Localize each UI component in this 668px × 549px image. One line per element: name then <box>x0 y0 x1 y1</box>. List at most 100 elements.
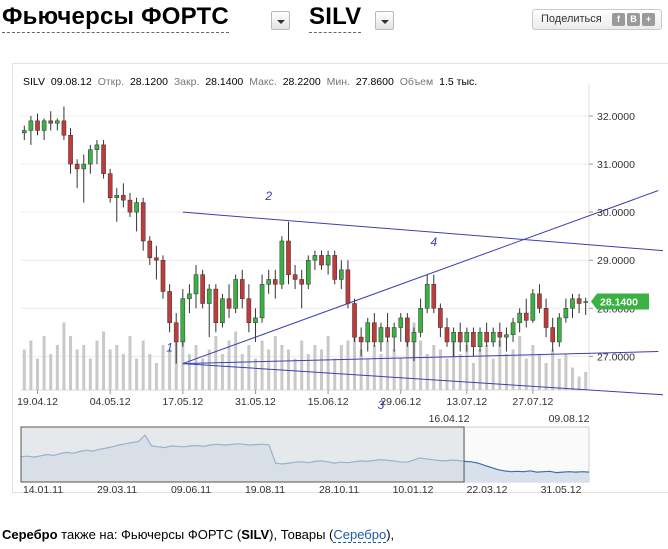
volume-bar <box>504 354 508 390</box>
candle-body <box>140 202 146 242</box>
grid <box>21 84 590 391</box>
candle-body <box>193 274 199 295</box>
volume-bar <box>280 345 284 390</box>
volume-bar <box>551 349 555 390</box>
volume-bar <box>353 331 357 390</box>
volume-bar <box>372 345 376 390</box>
volume-bar <box>75 349 79 390</box>
candle-body <box>213 288 219 323</box>
info-low-label: Мин. <box>327 76 350 88</box>
x-tick-label: 31.05.12 <box>235 396 276 408</box>
trendlines <box>182 190 664 396</box>
volume-bar <box>465 345 469 390</box>
trendline <box>182 351 659 365</box>
candle-body <box>537 293 542 309</box>
volume-bar <box>524 358 528 390</box>
candle-body <box>490 332 496 343</box>
x-tick-label: 15.06.12 <box>308 396 349 408</box>
volume-bar <box>181 327 185 390</box>
volume-bars <box>22 322 588 390</box>
exchange-dropdown-button[interactable] <box>271 11 290 30</box>
volume-bar <box>537 354 541 390</box>
volume-bar <box>240 354 244 390</box>
volume-bar <box>544 363 548 390</box>
navigator-tick-label: 31.05.12 <box>541 484 582 494</box>
footer-bold: Серебро <box>2 527 58 542</box>
range-start-label: 16.04.12 <box>429 413 470 425</box>
candle-body <box>385 327 390 338</box>
annotations: 1 2 3 4 <box>166 189 437 412</box>
annotation-label: 1 <box>166 341 173 355</box>
footer-link-silver[interactable]: Серебро <box>333 527 387 543</box>
volume-bar <box>399 358 403 390</box>
candle-body <box>405 317 410 343</box>
volume-bar <box>115 345 119 390</box>
share-button[interactable]: Поделиться f В + <box>532 9 662 30</box>
candle-body <box>107 173 113 198</box>
candle-body <box>239 279 245 299</box>
ticker-selector-label[interactable]: SILV <box>309 3 362 30</box>
candle-body <box>206 288 212 304</box>
volume-bar <box>326 336 330 390</box>
volume-bar <box>570 367 574 390</box>
candle-body <box>61 120 67 136</box>
info-open: 28.1200 <box>130 76 168 88</box>
volume-bar <box>121 354 125 390</box>
ticker-dropdown-button[interactable] <box>375 11 394 30</box>
candle-body <box>477 332 483 347</box>
volume-bar <box>267 349 271 390</box>
more-icon[interactable]: + <box>642 13 655 26</box>
volume-bar <box>471 363 475 390</box>
volume-bar <box>300 340 304 390</box>
candle-body <box>259 284 265 319</box>
candle-body <box>471 332 476 347</box>
volume-bar <box>445 358 449 390</box>
candle-body <box>543 308 549 328</box>
candle-body <box>306 259 311 285</box>
candle-body <box>101 144 106 174</box>
candle-body <box>378 327 384 343</box>
candle-body <box>35 120 40 131</box>
candle-body <box>398 317 404 328</box>
volume-bar <box>564 354 568 390</box>
volume-bar <box>346 340 350 390</box>
volume-bar <box>36 358 40 390</box>
candle-body <box>226 298 232 309</box>
volume-bar <box>108 349 112 390</box>
ticker-title: SILV <box>309 3 362 33</box>
y-axis: 32.000031.000030.000029.000028.000027.00… <box>589 111 635 363</box>
info-open-label: Откр. <box>98 76 124 88</box>
candle-body <box>272 279 278 285</box>
candle-body <box>497 332 503 338</box>
candle-body <box>160 259 166 292</box>
x-tick-label: 13.07.12 <box>446 396 487 408</box>
facebook-icon[interactable]: f <box>612 13 625 26</box>
vkontakte-icon[interactable]: В <box>627 13 640 26</box>
navigator-tick-label: 28.10.11 <box>319 484 359 494</box>
trendline <box>182 211 664 252</box>
volume-bar <box>478 349 482 390</box>
volume-bar <box>425 354 429 390</box>
candle-body <box>187 293 192 299</box>
price-chart[interactable]: SILV 09.08.12 Откр. 28.1200 Закр. 28.140… <box>13 64 668 496</box>
page-title: Фьючерсы ФОРТС <box>2 3 229 33</box>
navigator-tick-label: 29.03.11 <box>97 484 137 494</box>
annotation-label: 4 <box>430 235 437 249</box>
navigator[interactable]: 14.01.11 29.03.11 09.06.11 19.08.11 28.10.11… <box>20 426 590 496</box>
volume-bar <box>154 363 158 390</box>
candle-body <box>312 255 318 261</box>
footer-text-3: ), <box>386 527 395 542</box>
candle-body <box>451 332 456 343</box>
candle-body <box>339 269 344 280</box>
candle-body <box>457 332 463 343</box>
candle-body <box>517 312 522 323</box>
candle-body <box>510 322 516 335</box>
info-volume: 1.5 тыс. <box>439 76 477 88</box>
volume-bar <box>452 340 456 390</box>
candle-body <box>325 255 331 266</box>
info-ticker: SILV <box>23 76 45 88</box>
exchange-selector-label[interactable]: Фьючерсы ФОРТС <box>2 3 229 30</box>
volume-bar <box>286 349 290 390</box>
candle-body <box>550 327 555 343</box>
info-volume-label: Объем <box>400 76 433 88</box>
